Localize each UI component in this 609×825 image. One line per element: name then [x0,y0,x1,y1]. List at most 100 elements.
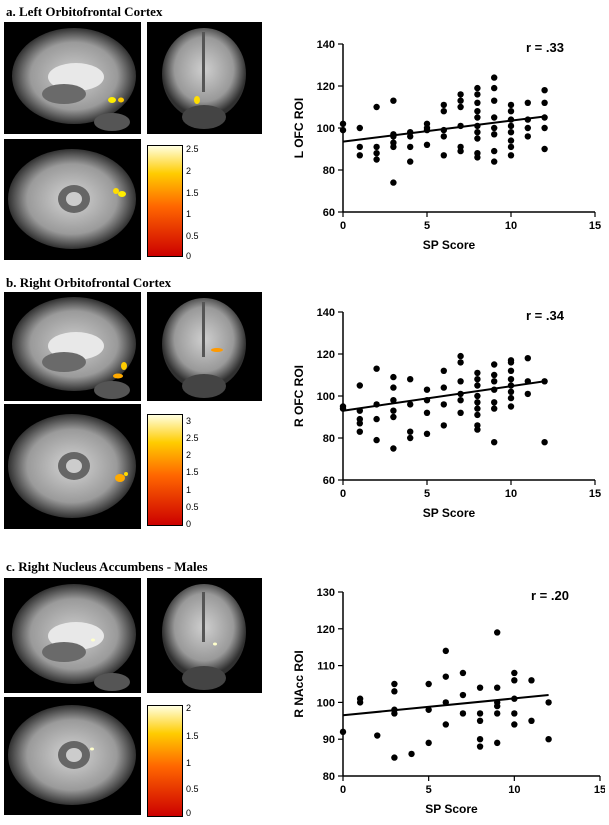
data-point [357,699,363,705]
data-point [391,681,397,687]
data-point [357,152,363,158]
y-tick-label: 120 [317,81,335,93]
activation-blob [90,748,94,751]
data-point [441,401,447,407]
y-tick-label: 60 [323,475,335,487]
data-point [390,384,396,390]
data-point [457,91,463,97]
data-point [508,376,514,382]
data-point [508,389,514,395]
x-tick-label: 0 [340,220,346,232]
data-point [457,123,463,129]
data-point [511,710,517,716]
data-point [390,408,396,414]
scatter-chart-c: 80 90 100 110 120 130 0 5 10 15 SP Score R NAcc ROI… [285,580,605,820]
data-point [508,152,514,158]
y-tick-label: 130 [317,587,335,599]
x-tick-label: 10 [508,784,520,796]
colorbar-tick-label: 2.5 [186,433,199,443]
colorbar-tick-label: 2 [186,703,191,713]
data-point [460,670,466,676]
data-point [441,368,447,374]
data-point [425,681,431,687]
scatter-svg-b: 60 80 100 120 140 0 5 10 15 SP Score R OFC ROI r = … [285,300,605,540]
x-axis-label: SP Score [423,238,476,252]
data-point [474,376,480,382]
data-point [390,397,396,403]
data-point [508,129,514,135]
x-tick-label: 10 [505,220,517,232]
panel-c-sagittal-slice [4,578,141,693]
data-point [541,87,547,93]
data-point [508,116,514,122]
data-point [407,401,413,407]
data-point [491,114,497,120]
data-point [474,129,480,135]
data-point [491,387,497,393]
data-point [491,361,497,367]
y-tick-label: 80 [323,771,335,783]
data-point [441,422,447,428]
data-point [477,743,483,749]
coronal-brain-image [147,292,262,401]
data-point [508,382,514,388]
data-point [508,359,514,365]
data-point [441,127,447,133]
y-tick-label: 90 [323,734,335,746]
data-point [491,98,497,104]
panel-b-axial-slice [4,404,141,529]
sagittal-brain-image [4,292,141,401]
data-point [407,376,413,382]
colorbar-tick-label: 1.5 [186,188,199,198]
data-point [545,736,551,742]
data-point [477,718,483,724]
data-point [457,410,463,416]
data-point [508,144,514,150]
data-point [373,401,379,407]
data-point [491,399,497,405]
data-point [457,397,463,403]
activation-blob [108,97,116,103]
data-point [477,684,483,690]
panel-c-coronal-slice [147,578,262,693]
data-point [508,137,514,143]
activation-blob [91,639,95,642]
data-point [525,378,531,384]
panel-b-coronal-slice [147,292,262,401]
colorbar-tick-label: 3 [186,416,191,426]
y-tick-label: 80 [323,433,335,445]
data-point [494,740,500,746]
data-point [525,391,531,397]
data-point [373,156,379,162]
data-point [491,158,497,164]
data-point [528,718,534,724]
x-tick-label: 10 [505,488,517,500]
x-tick-label: 15 [589,488,601,500]
data-point [390,414,396,420]
data-point [457,353,463,359]
x-tick-label: 5 [424,220,430,232]
activation-blob [118,191,126,197]
colorbar-tick-label: 2 [186,166,191,176]
y-tick-label: 120 [317,624,335,636]
data-point [474,412,480,418]
axial-brain-image [4,697,141,815]
data-point [525,355,531,361]
data-point [424,397,430,403]
data-point [474,399,480,405]
activation-blob [213,643,217,646]
data-point [373,437,379,443]
data-point [340,121,346,127]
panel-b-sagittal-slice [4,292,141,401]
data-point [357,125,363,131]
x-tick-label: 0 [340,488,346,500]
panel-a-colorbar [147,145,183,257]
activation-blob [124,472,128,476]
data-point [340,127,346,133]
data-point [340,405,346,411]
data-point [390,98,396,104]
data-point [424,142,430,148]
data-point [474,91,480,97]
data-point [457,391,463,397]
data-point [541,378,547,384]
